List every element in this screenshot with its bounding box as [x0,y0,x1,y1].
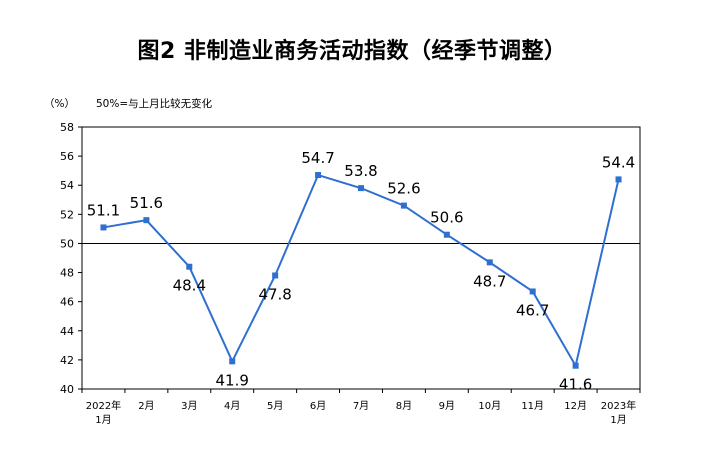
data-label: 54.4 [602,153,635,171]
chart-note: 50%=与上月比较无变化 [96,97,213,110]
data-label: 46.7 [516,301,549,319]
data-point [529,288,536,295]
data-label: 50.6 [430,209,463,227]
x-tick-label: 2022年 [86,399,121,412]
data-point [186,263,193,270]
x-tick-label: 1月 [610,414,626,426]
y-tick-label: 50 [60,237,74,250]
y-tick-label: 58 [60,121,74,134]
data-point [358,185,364,192]
data-point [443,231,450,238]
x-tick-label: 11月 [521,400,544,412]
data-point [143,217,150,224]
y-tick-label: 40 [60,383,74,396]
data-point [100,224,107,231]
series-line [103,173,620,369]
x-tick-label: 6月 [310,400,326,412]
y-unit-label: （%） [44,98,75,110]
y-tick-label: 54 [60,179,74,192]
y-tick-label: 56 [60,150,74,163]
x-tick-label: 9月 [439,400,455,412]
data-label: 41.9 [216,371,249,389]
data-label: 47.8 [258,285,291,303]
y-tick-label: 48 [60,267,74,280]
data-point [486,259,493,266]
x-tick-label: 10月 [478,400,501,412]
data-label: 52.6 [387,180,420,198]
data-label: 54.7 [301,149,334,167]
data-point [615,176,622,183]
data-point [315,172,322,179]
x-tick-label: 2023年 [601,399,636,412]
x-tick-label: 4月 [224,400,240,412]
data-point [400,202,407,209]
plot-frame [81,126,641,390]
x-tick-label: 1月 [95,414,111,426]
data-point [272,272,279,279]
x-tick-label: 5月 [267,400,283,412]
chart-title: 图2 非制造业商务活动指数（经季节调整） [137,39,567,64]
y-tick-label: 52 [60,208,74,221]
x-tick-label: 2月 [138,400,154,412]
data-label: 41.6 [559,376,592,394]
data-point [229,358,236,365]
x-tick-label: 3月 [181,400,197,412]
data-label: 51.1 [87,201,120,219]
x-tick-label: 12月 [564,400,587,412]
x-tick-label: 8月 [396,400,412,412]
y-tick-label: 42 [60,354,74,367]
data-label: 48.4 [173,277,206,295]
y-tick-label: 44 [60,325,74,338]
x-tick-label: 7月 [353,400,369,412]
data-label: 53.8 [344,162,377,180]
y-tick-label: 46 [60,296,74,309]
data-label: 48.7 [473,272,506,290]
data-point [572,362,579,369]
data-label: 51.6 [130,194,163,212]
